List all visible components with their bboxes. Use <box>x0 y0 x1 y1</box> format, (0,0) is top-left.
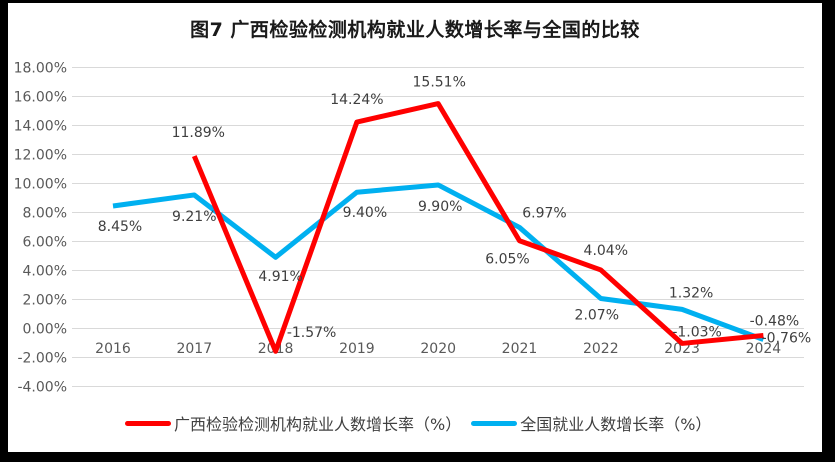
y-axis-tick-label: -4.00% <box>17 379 67 395</box>
x-axis-category-label: 2016 <box>95 341 131 357</box>
data-label: 4.91% <box>258 269 302 285</box>
x-axis-category-label: 2017 <box>176 341 212 357</box>
y-axis-tick-label: 10.00% <box>14 176 67 192</box>
data-label: 9.21% <box>172 209 216 225</box>
y-axis-tick-label: 12.00% <box>14 147 67 163</box>
chart-title: 图7 广西检验检测机构就业人数增长率与全国的比较 <box>190 19 640 41</box>
y-axis-tick-label: -2.00% <box>17 350 67 366</box>
legend-label: 全国就业人数增长率（%） <box>520 415 712 434</box>
legend-line-swatch <box>125 420 171 426</box>
data-label: -1.57% <box>287 325 337 341</box>
chart-canvas <box>8 3 822 452</box>
data-label: 8.45% <box>98 219 142 235</box>
x-axis-category-label: 2021 <box>502 341 538 357</box>
data-label: 6.05% <box>485 252 529 268</box>
data-label: 1.32% <box>669 285 713 301</box>
data-label: 9.90% <box>418 199 462 215</box>
data-label: 9.40% <box>343 205 387 221</box>
data-label: 14.24% <box>330 92 383 108</box>
data-label: 2.07% <box>575 307 619 323</box>
data-label: 15.51% <box>413 75 466 91</box>
data-label: 11.89% <box>172 125 225 141</box>
x-axis-category-label: 2022 <box>583 341 619 357</box>
y-axis-tick-label: 18.00% <box>14 60 67 76</box>
y-axis-tick-label: 4.00% <box>23 263 67 279</box>
x-axis-category-label: 2019 <box>339 341 375 357</box>
x-axis-category-label: 2024 <box>746 341 782 357</box>
data-label: 4.04% <box>584 243 628 259</box>
y-axis-tick-label: 2.00% <box>23 292 67 308</box>
y-axis-tick-label: 6.00% <box>23 234 67 250</box>
y-axis-tick-label: 16.00% <box>14 89 67 105</box>
chart-legend: 广西检验检测机构就业人数增长率（%） 全国就业人数增长率（%） <box>125 411 711 435</box>
legend-item: 广西检验检测机构就业人数增长率（%） <box>125 411 461 435</box>
x-axis-category-label: 2020 <box>420 341 456 357</box>
data-label: 6.97% <box>522 205 566 221</box>
y-axis-tick-label: 14.00% <box>14 118 67 134</box>
y-axis-tick-label: 0.00% <box>23 321 67 337</box>
data-label: -1.03% <box>672 324 722 340</box>
legend-line-swatch <box>471 420 518 426</box>
data-label: -0.48% <box>750 313 800 329</box>
data-label: -0.76% <box>762 330 812 346</box>
legend-label: 广西检验检测机构就业人数增长率（%） <box>174 415 462 434</box>
legend-item: 全国就业人数增长率（%） <box>471 411 711 435</box>
y-axis-tick-label: 8.00% <box>23 205 67 221</box>
series-line <box>191 101 764 354</box>
